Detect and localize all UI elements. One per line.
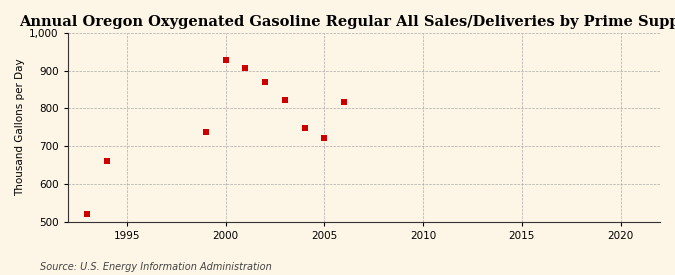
Point [279, 98, 290, 102]
Point [220, 58, 231, 62]
Point [200, 130, 211, 134]
Point [339, 100, 350, 104]
Y-axis label: Thousand Gallons per Day: Thousand Gallons per Day [15, 59, 25, 196]
Text: Source: U.S. Energy Information Administration: Source: U.S. Energy Information Administ… [40, 262, 272, 272]
Title: Annual Oregon Oxygenated Gasoline Regular All Sales/Deliveries by Prime Supplier: Annual Oregon Oxygenated Gasoline Regula… [20, 15, 675, 29]
Point [299, 126, 310, 130]
Point [102, 159, 113, 164]
Point [240, 65, 251, 70]
Point [319, 136, 330, 140]
Point [82, 212, 93, 216]
Point [260, 80, 271, 84]
